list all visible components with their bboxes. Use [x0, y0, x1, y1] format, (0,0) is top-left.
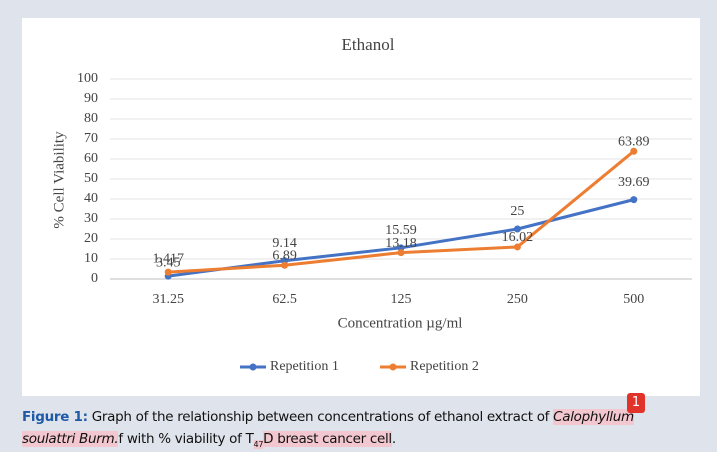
- chart-area: [22, 18, 700, 396]
- y-tick-label: 100: [77, 71, 98, 86]
- y-tick-label: 10: [84, 251, 98, 266]
- caption-text: f with % viability of T: [118, 431, 254, 447]
- legend-marker: [249, 363, 257, 371]
- y-tick-label: 70: [84, 131, 98, 146]
- y-tick-label: 30: [84, 211, 98, 226]
- data-label: 9.14: [272, 236, 297, 251]
- x-tick-label: 250: [507, 292, 528, 307]
- y-tick-label: 40: [84, 191, 98, 206]
- caption-line: Figure 1: Graph of the relationship betw…: [22, 409, 634, 425]
- chart-title: Ethanol: [342, 35, 395, 54]
- caption-text: Graph of the relationship between concen…: [91, 409, 550, 425]
- x-tick-label: 31.25: [152, 292, 184, 307]
- data-label: 63.89: [618, 134, 650, 149]
- data-label: 1.417: [152, 251, 184, 266]
- data-label: 25: [510, 204, 524, 219]
- data-point: [397, 249, 405, 257]
- x-tick-label: 500: [623, 292, 644, 307]
- data-point: [630, 196, 638, 204]
- caption-label: Figure 1:: [22, 409, 88, 425]
- legend-marker: [389, 363, 397, 371]
- data-label: 16.02: [502, 230, 534, 245]
- data-point: [397, 244, 405, 252]
- legend-label: Repetition 1: [270, 359, 339, 374]
- caption-line: soulattri Burm.f with % viability of T47…: [22, 431, 396, 449]
- legend-label: Repetition 2: [410, 359, 479, 374]
- y-tick-label: 60: [84, 151, 98, 166]
- data-point: [513, 225, 521, 233]
- x-axis-label: Concentration µg/ml: [338, 315, 463, 331]
- y-axis-label: % Cell Viability: [51, 131, 67, 229]
- y-tick-label: 0: [91, 271, 98, 286]
- data-label: 6.89: [272, 248, 297, 263]
- caption-text: D breast cancer cell: [263, 431, 392, 447]
- x-tick-label: 125: [391, 292, 412, 307]
- data-label: 3.45: [156, 255, 181, 270]
- data-point: [281, 261, 289, 269]
- data-point: [513, 243, 521, 251]
- badge: 1: [627, 393, 645, 413]
- y-tick-label: 80: [84, 111, 98, 126]
- data-point: [164, 268, 172, 276]
- data-label: 15.59: [385, 223, 417, 238]
- caption-subscript: 47: [253, 439, 264, 449]
- y-tick-label: 20: [84, 231, 98, 246]
- x-tick-label: 62.5: [272, 292, 297, 307]
- caption-species: Calophyllum: [553, 409, 634, 425]
- data-label: 13.18: [385, 236, 417, 251]
- chart: Ethanol % Cell Viability Concentration µ…: [22, 18, 700, 396]
- y-tick-label: 90: [84, 91, 98, 106]
- data-label: 39.69: [618, 175, 650, 190]
- y-tick-label: 50: [84, 171, 98, 186]
- caption-text: .: [391, 431, 396, 447]
- caption-species: soulattri Burm.: [22, 431, 119, 447]
- data-point: [630, 147, 638, 155]
